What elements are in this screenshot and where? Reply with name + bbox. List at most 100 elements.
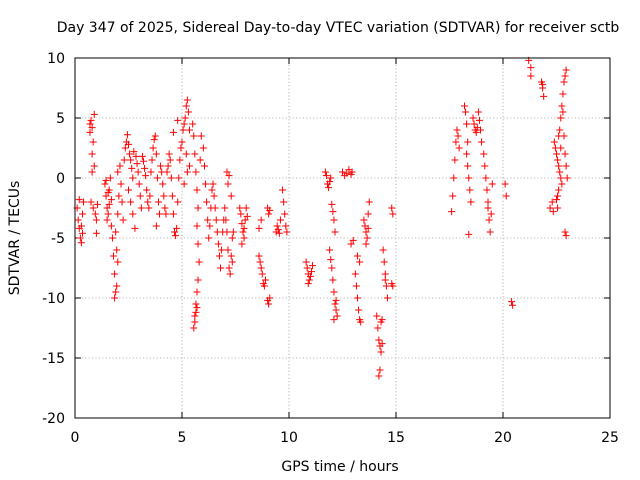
data-point [276, 216, 284, 224]
data-point [381, 276, 389, 284]
data-point [352, 282, 360, 290]
data-point [266, 294, 274, 302]
data-point [185, 162, 193, 170]
data-point [306, 272, 314, 280]
data-point [257, 264, 265, 272]
data-point [381, 270, 389, 278]
data-point [485, 216, 493, 224]
data-point [74, 216, 82, 224]
data-point [331, 300, 339, 308]
data-point [90, 162, 98, 170]
data-point [257, 216, 265, 224]
data-point [89, 204, 97, 212]
data-point [127, 198, 135, 206]
data-point [375, 372, 383, 380]
data-point [218, 246, 226, 254]
data-point [133, 160, 141, 168]
data-point [273, 222, 281, 230]
data-point [156, 210, 164, 218]
data-point [462, 108, 470, 116]
data-point [307, 268, 315, 276]
data-point [243, 212, 251, 220]
data-point [304, 280, 312, 288]
data-point [553, 196, 560, 204]
data-point [383, 294, 391, 302]
data-point [309, 262, 317, 270]
data-point [92, 229, 100, 237]
data-point [449, 192, 457, 200]
data-point [375, 336, 383, 344]
data-point [194, 204, 202, 212]
data-point [147, 168, 155, 176]
data-point [165, 150, 173, 158]
data-point [339, 168, 346, 176]
data-point [88, 168, 96, 176]
data-point [191, 318, 199, 326]
data-point [154, 198, 162, 206]
data-point [389, 210, 397, 218]
data-point [260, 282, 268, 290]
data-point [265, 210, 273, 218]
data-point [242, 204, 250, 212]
data-point [86, 128, 94, 136]
data-point [166, 156, 174, 164]
data-point [77, 239, 85, 247]
data-point [364, 210, 372, 218]
data-point [136, 192, 144, 200]
data-point [228, 234, 236, 242]
data-point [559, 90, 567, 98]
data-point [152, 222, 160, 230]
data-point [90, 110, 98, 118]
data-point [111, 294, 119, 302]
data-point [152, 150, 160, 158]
data-point [554, 192, 562, 200]
data-point [119, 216, 127, 224]
data-point [557, 174, 565, 182]
data-point [477, 126, 485, 134]
data-point [190, 324, 198, 332]
data-point [113, 246, 121, 254]
data-point [113, 282, 121, 290]
y-tick-label: 0 [56, 171, 65, 187]
data-point [214, 240, 222, 248]
data-point [463, 150, 471, 158]
data-point [374, 324, 382, 332]
data-point [478, 138, 486, 146]
data-point [226, 270, 234, 278]
x-tick-label: 10 [280, 430, 298, 446]
y-tick-label: 10 [47, 51, 65, 67]
data-point [559, 108, 567, 116]
data-point [174, 198, 182, 206]
data-point [203, 198, 211, 206]
data-point [486, 228, 494, 236]
data-point [482, 174, 490, 182]
data-point [465, 174, 473, 182]
data-point [211, 204, 219, 212]
data-point [556, 168, 564, 176]
data-point [557, 114, 565, 122]
data-point [178, 138, 186, 146]
data-point [389, 282, 397, 290]
data-point [330, 316, 338, 324]
data-point [145, 204, 153, 212]
data-point [88, 124, 96, 132]
y-tick-label: -15 [42, 351, 65, 367]
data-point [134, 168, 142, 176]
data-point [102, 192, 110, 200]
data-point [179, 126, 187, 134]
data-point [357, 318, 365, 326]
data-point [200, 162, 208, 170]
data-point [148, 156, 156, 164]
data-point [110, 252, 118, 260]
data-point [380, 258, 388, 266]
data-point [183, 96, 191, 104]
data-point [185, 126, 193, 134]
data-point [76, 234, 84, 242]
data-point [149, 144, 157, 152]
data-point [274, 226, 282, 234]
data-point [239, 228, 247, 236]
data-point [326, 178, 334, 186]
data-point [228, 258, 236, 266]
data-point [208, 186, 216, 194]
data-point [363, 234, 371, 242]
